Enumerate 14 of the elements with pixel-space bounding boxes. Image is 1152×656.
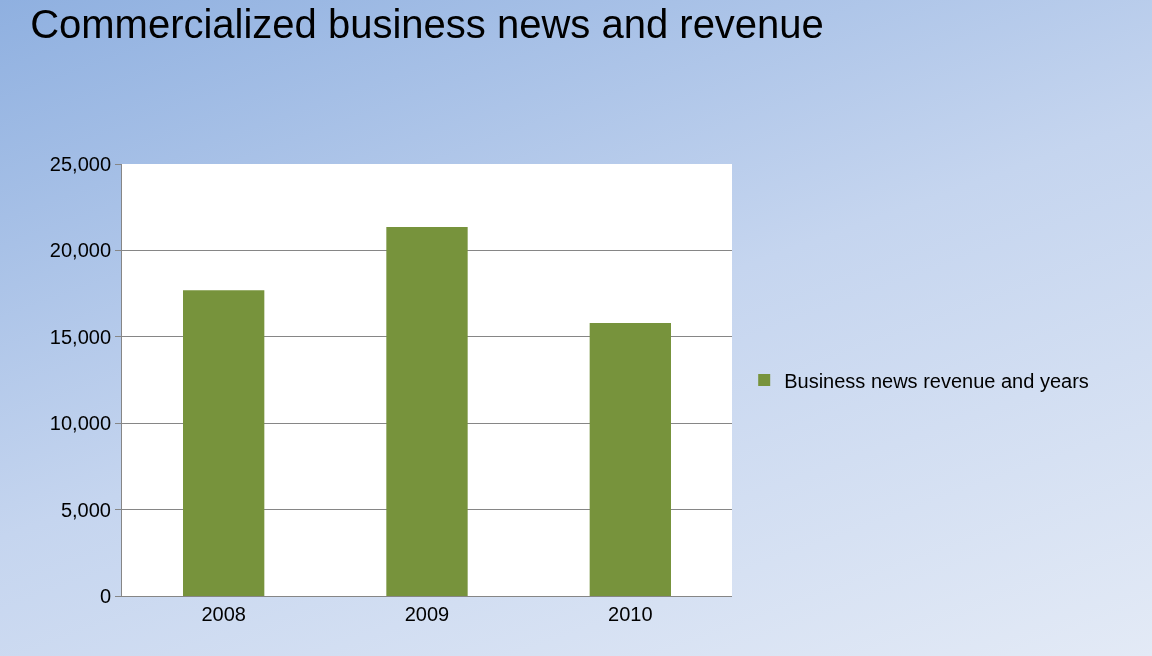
y-tick-label: 10,000 (49, 412, 111, 435)
x-tick-label: 2008 (201, 603, 246, 625)
bar (183, 290, 265, 596)
legend-label: Business news revenue and years (784, 369, 1089, 392)
chart-title: Commercialized business news and revenue (30, 1, 824, 46)
bar (386, 227, 468, 596)
x-tick-label: 2010 (608, 603, 653, 625)
x-tick-label: 2009 (404, 603, 450, 625)
y-tick-label: 15,000 (49, 325, 111, 348)
y-tick-label: 5,000 (60, 498, 111, 521)
bar (589, 322, 671, 596)
y-tick-label: 0 (99, 585, 111, 607)
y-tick-label: 25,000 (49, 153, 111, 175)
y-tick-label: 20,000 (49, 239, 111, 262)
